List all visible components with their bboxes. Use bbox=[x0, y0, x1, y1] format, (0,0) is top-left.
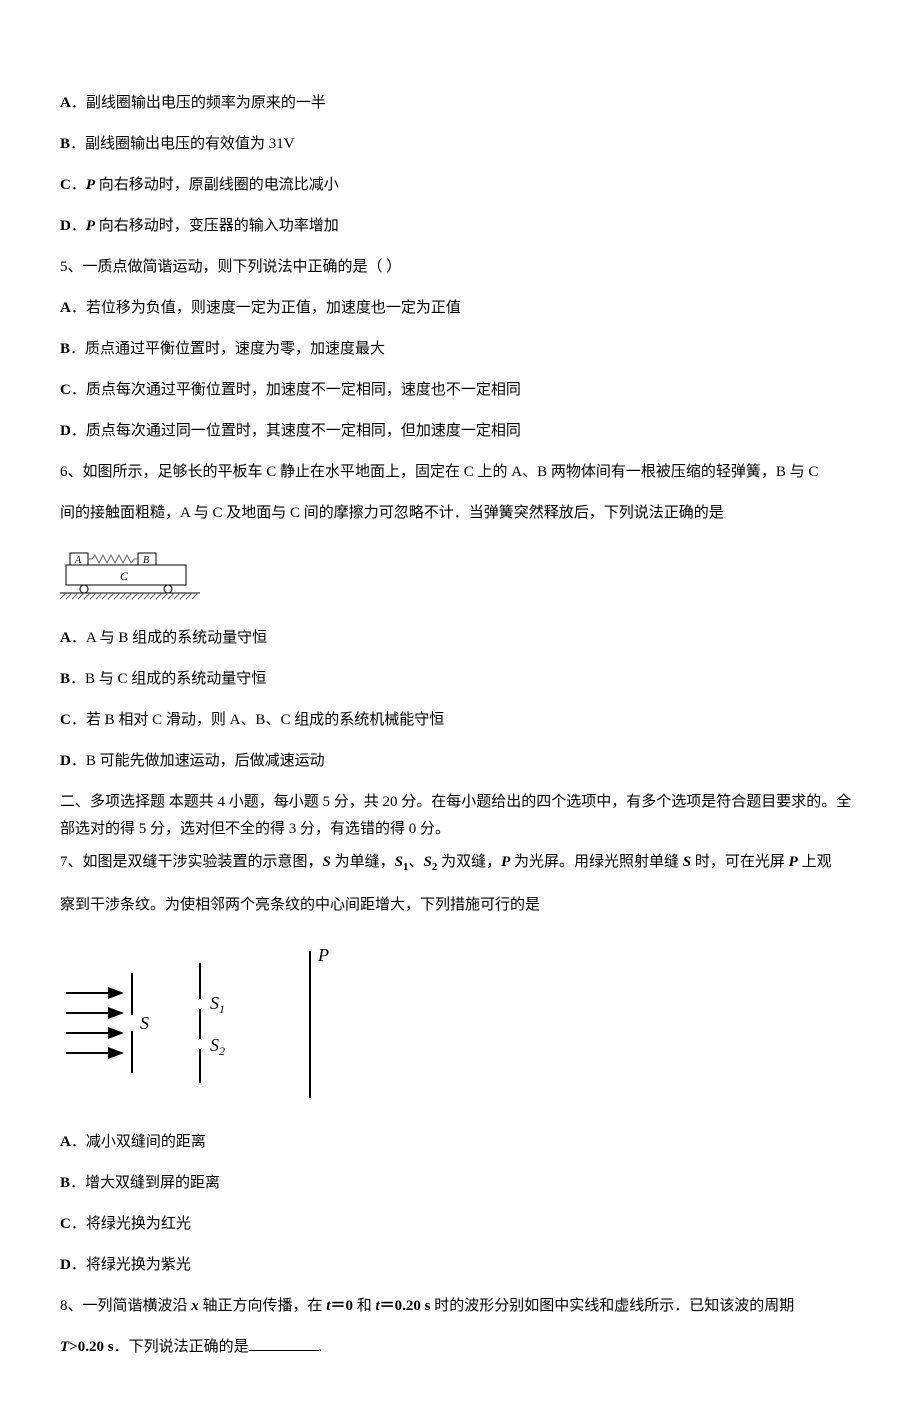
option-text: ．A 与 B 组成的系统动量守恒 bbox=[71, 630, 267, 646]
q5-option-a: A．若位移为负值，则速度一定为正值，加速度也一定为正值 bbox=[60, 295, 860, 322]
option-label: B bbox=[60, 341, 70, 357]
option-label: B bbox=[60, 671, 70, 687]
text-part: ．下列说法正确的是 bbox=[114, 1339, 249, 1355]
text-part: 7、如图是双缝干涉实验装置的示意图， bbox=[60, 854, 323, 870]
var-p: P bbox=[86, 218, 95, 234]
q8-stem-1: 8、一列简谐横波沿 x 轴正方向传播，在 t＝0 和 t＝0.20 s 时的波形… bbox=[60, 1293, 860, 1320]
q6-option-a: A．A 与 B 组成的系统动量守恒 bbox=[60, 625, 860, 652]
option-text: ．若位移为负值，则速度一定为正值，加速度也一定为正值 bbox=[71, 300, 461, 316]
q6-stem-2: 间的接触面粗糙，A 与 C 及地面与 C 间的摩擦力可忽略不计．当弹簧突然释放后… bbox=[60, 500, 860, 527]
option-text: ．将绿光换为红光 bbox=[71, 1216, 191, 1232]
option-label: D bbox=[60, 218, 71, 234]
q7-stem-1: 7、如图是双缝干涉实验装置的示意图，S 为单缝，S1、S2 为双缝，P 为光屏。… bbox=[60, 849, 860, 878]
option-text: ．增大双缝到屏的距离 bbox=[70, 1175, 220, 1191]
option-label: A bbox=[60, 300, 71, 316]
text-part: 为单缝， bbox=[331, 854, 395, 870]
q4-option-d: D．P 向右移动时，变压器的输入功率增加 bbox=[60, 213, 860, 240]
text-part: 时的波形分别如图中实线和虚线所示．已知该波的周期 bbox=[431, 1298, 795, 1314]
label-s1: S1 bbox=[210, 993, 225, 1016]
option-text: ．B 与 C 组成的系统动量守恒 bbox=[70, 671, 266, 687]
option-label: B bbox=[60, 136, 70, 152]
option-text: ．质点每次通过同一位置时，其速度不一定相同，但加速度一定相同 bbox=[71, 423, 521, 439]
var-p: P bbox=[501, 854, 510, 870]
option-label: C bbox=[60, 177, 71, 193]
var-s2: S bbox=[423, 854, 431, 870]
q7-option-b: B．增大双缝到屏的距离 bbox=[60, 1170, 860, 1197]
option-label: A bbox=[60, 630, 71, 646]
q6-stem-1: 6、如图所示，足够长的平板车 C 静止在水平地面上，固定在 C 上的 A、B 两… bbox=[60, 459, 860, 486]
var-x: x bbox=[191, 1298, 199, 1314]
option-label: B bbox=[60, 1175, 70, 1191]
label-c: C bbox=[120, 569, 129, 583]
text-part: 轴正方向传播，在 bbox=[199, 1298, 327, 1314]
q7-figure: S S1 S2 P bbox=[60, 943, 340, 1103]
q6-figure: C A B bbox=[60, 547, 200, 603]
option-text: ．质点每次通过平衡位置时，加速度不一定相同，速度也不一定相同 bbox=[71, 382, 521, 398]
option-text: 向右移动时，变压器的输入功率增加 bbox=[95, 218, 339, 234]
q6-option-b: B．B 与 C 组成的系统动量守恒 bbox=[60, 666, 860, 693]
label-a: A bbox=[74, 555, 82, 566]
option-label: C bbox=[60, 382, 71, 398]
option-label: A bbox=[60, 95, 71, 111]
text-part: . bbox=[319, 1339, 323, 1355]
option-text: ．副线圈输出电压的频率为原来的一半 bbox=[71, 95, 326, 111]
option-text: ．副线圈输出电压的有效值为 31V bbox=[70, 136, 295, 152]
option-text: ．减小双缝间的距离 bbox=[71, 1134, 206, 1150]
label-s: S bbox=[140, 1013, 149, 1033]
var-s: S bbox=[323, 854, 331, 870]
const: >0.20 s bbox=[69, 1339, 113, 1355]
option-label: D bbox=[60, 1257, 71, 1273]
text-part: 上观 bbox=[798, 854, 832, 870]
const: ＝0 bbox=[330, 1298, 353, 1314]
q5-option-c: C．质点每次通过平衡位置时，加速度不一定相同，速度也不一定相同 bbox=[60, 377, 860, 404]
const: ＝0.20 s bbox=[380, 1298, 431, 1314]
text-part: 为双缝， bbox=[437, 854, 501, 870]
option-text: ．将绿光换为紫光 bbox=[71, 1257, 191, 1273]
label-p-screen: P bbox=[317, 945, 329, 965]
q6-option-c: C．若 B 相对 C 滑动，则 A、B、C 组成的系统机械能守恒 bbox=[60, 707, 860, 734]
q5-option-d: D．质点每次通过同一位置时，其速度不一定相同，但加速度一定相同 bbox=[60, 418, 860, 445]
q5-stem: 5、一质点做简谐运动，则下列说法中正确的是（ ） bbox=[60, 254, 860, 281]
text-part: 和 bbox=[353, 1298, 376, 1314]
var-s1: S bbox=[395, 854, 403, 870]
q7-option-d: D．将绿光换为紫光 bbox=[60, 1252, 860, 1279]
label-b: B bbox=[143, 555, 149, 566]
option-label: D bbox=[60, 753, 71, 769]
option-label: C bbox=[60, 1216, 71, 1232]
option-text: 向右移动时，原副线圈的电流比减小 bbox=[95, 177, 339, 193]
label-s2: S2 bbox=[210, 1035, 225, 1058]
q7-option-c: C．将绿光换为红光 bbox=[60, 1211, 860, 1238]
option-label: D bbox=[60, 423, 71, 439]
section2-intro: 二、多项选择题 本题共 4 小题，每小题 5 分，共 20 分。在每小题给出的四… bbox=[60, 789, 860, 843]
q4-option-c: C．P 向右移动时，原副线圈的电流比减小 bbox=[60, 172, 860, 199]
text-part: 8、一列简谐横波沿 bbox=[60, 1298, 191, 1314]
var-s: S bbox=[683, 854, 691, 870]
q7-stem-2: 察到干涉条纹。为使相邻两个亮条纹的中心间距增大，下列措施可行的是 bbox=[60, 892, 860, 919]
text-part: 为光屏。用绿光照射单缝 bbox=[510, 854, 683, 870]
var-p: P bbox=[789, 854, 798, 870]
var-big-t: T bbox=[60, 1339, 69, 1355]
q7-option-a: A．减小双缝间的距离 bbox=[60, 1129, 860, 1156]
q4-option-a: A．副线圈输出电压的频率为原来的一半 bbox=[60, 90, 860, 117]
q5-option-b: B．质点通过平衡位置时，速度为零，加速度最大 bbox=[60, 336, 860, 363]
option-text: ．质点通过平衡位置时，速度为零，加速度最大 bbox=[70, 341, 385, 357]
option-label: C bbox=[60, 712, 71, 728]
option-text: ．B 可能先做加速运动，后做减速运动 bbox=[71, 753, 325, 769]
q4-option-b: B．副线圈输出电压的有效值为 31V bbox=[60, 131, 860, 158]
text-part: 、 bbox=[408, 854, 423, 870]
q6-option-d: D．B 可能先做加速运动，后做减速运动 bbox=[60, 748, 860, 775]
q8-stem-2: T>0.20 s．下列说法正确的是. bbox=[60, 1334, 860, 1361]
option-label: A bbox=[60, 1134, 71, 1150]
text-part: 时，可在光屏 bbox=[691, 854, 789, 870]
var-p: P bbox=[86, 177, 95, 193]
answer-blank bbox=[249, 1337, 319, 1351]
option-text: ．若 B 相对 C 滑动，则 A、B、C 组成的系统机械能守恒 bbox=[71, 712, 444, 728]
